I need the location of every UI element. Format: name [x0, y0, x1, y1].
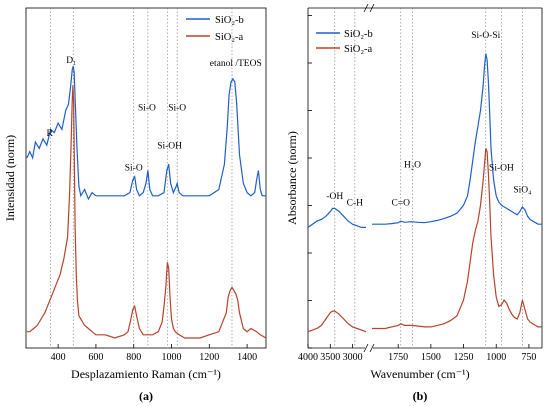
peak-label-b-4: Si-O-Si: [471, 31, 500, 41]
panel-a-y-axis-label: Intensidad (norm): [3, 135, 17, 221]
peak-label-b-3: H₂O: [404, 160, 421, 170]
panel-a-series: [26, 66, 267, 339]
peak-label-a-0: R: [46, 129, 53, 139]
panel-b-legend: SiO₂-b SiO₂-a: [316, 29, 373, 55]
peak-label-a-6: etanol /TEOS: [210, 59, 262, 69]
panel-b-y-axis-label: Absorbance (norm): [285, 131, 299, 225]
x-tick-label-b-3: 1750: [388, 352, 408, 363]
peak-label-b-5: Si-OH: [489, 164, 514, 174]
x-tick-label-a-1: 600: [88, 352, 103, 363]
x-tick-label-b-2: 3000: [343, 352, 363, 363]
panel-b-x-ticks: 4000 3500 3000 1750 1500 1250 1000 750: [298, 344, 536, 363]
plot-a-frame: [25, 7, 267, 349]
peak-label-a-2: Si-O: [125, 164, 143, 174]
x-tick-label-a-5: 1400: [237, 352, 257, 363]
legend-a-entry-b: SiO₂-b: [215, 15, 244, 26]
panel-b: 4000 3500 3000 1750 1500 1250 1000 750 -OH C-H C=…: [285, 3, 543, 403]
peak-label-a-4: Si-OH: [157, 141, 182, 151]
series-b-line-1: [307, 148, 542, 333]
axis-break-top: [363, 3, 375, 13]
peak-label-a-3: Si-O: [138, 103, 156, 113]
peak-label-b-2: C=O: [391, 198, 410, 208]
legend-b-entry-b: SiO₂-b: [344, 29, 373, 40]
peak-label-b-6: SiO₄: [513, 186, 531, 196]
panel-a-legend: SiO₂-b SiO₂-a: [186, 15, 244, 43]
panel-b-series: [307, 53, 542, 333]
x-tick-label-b-0: 4000: [298, 352, 318, 363]
panel-a-caption: (a): [139, 389, 153, 403]
panel-a-x-ticks: 400 600 800 1000 1200 1400: [51, 344, 257, 363]
legend-a-entry-a: SiO₂-a: [215, 32, 243, 43]
x-tick-label-b-7: 750: [521, 352, 536, 363]
panel-b-peak-labels: -OH C-H C=O H₂O Si-O-Si Si-OH SiO₄: [326, 31, 531, 208]
panel-a-reference-lines: [50, 8, 233, 348]
panel-a: 400 600 800 1000 1200 1400 R D₁ Si-O Si-O Si-OH Si…: [3, 7, 267, 403]
x-tick-label-b-4: 1500: [421, 352, 441, 363]
panel-b-x-axis-label: Wavenumber (cm⁻¹): [370, 367, 469, 381]
x-tick-label-b-6: 1000: [486, 352, 506, 363]
legend-b-entry-a: SiO₂-a: [344, 44, 372, 55]
x-tick-label-a-2: 800: [126, 352, 141, 363]
panel-a-x-axis-label: Desplazamiento Raman (cm⁻¹): [71, 367, 221, 381]
x-tick-label-a-0: 400: [51, 352, 66, 363]
series-b-line-0: [307, 53, 542, 228]
series-a-line-1: [26, 85, 267, 339]
x-tick-label-b-1: 3500: [320, 352, 340, 363]
peak-label-a-1: D₁: [66, 56, 76, 66]
peak-label-b-0: -OH: [326, 192, 343, 202]
panel-a-peak-labels: R D₁ Si-O Si-O Si-OH Si-O etanol /TEOS: [46, 56, 261, 173]
peak-label-a-5: Si-O: [168, 103, 186, 113]
x-tick-label-b-5: 1250: [454, 352, 474, 363]
panel-b-reference-lines: [334, 8, 523, 348]
peak-label-b-1: C-H: [347, 198, 364, 208]
x-tick-label-a-3: 1000: [162, 352, 182, 363]
series-a-line-0: [26, 66, 266, 201]
panel-b-caption: (b): [413, 389, 428, 403]
panel-b-y-ticks: [308, 15, 312, 349]
axis-break-bottom: [363, 343, 375, 353]
x-tick-label-a-4: 1200: [199, 352, 219, 363]
